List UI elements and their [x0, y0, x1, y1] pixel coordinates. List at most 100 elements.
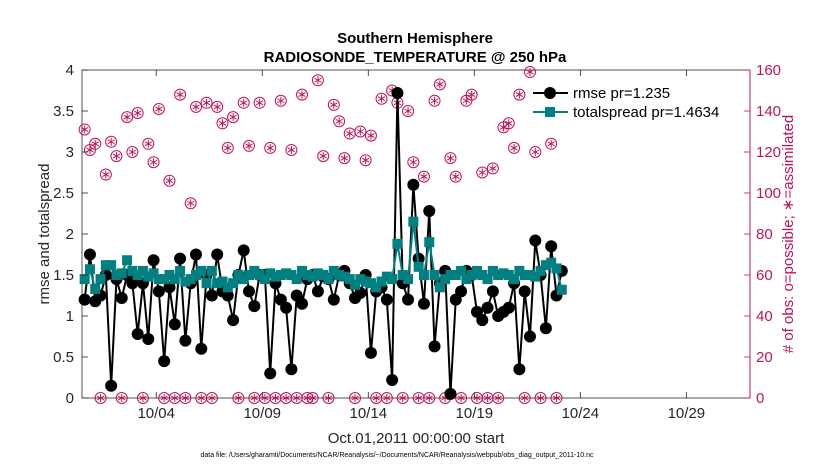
obs-assimilated-point — [155, 104, 163, 113]
obs-possible-point — [200, 96, 213, 109]
obs-assimilated-point — [446, 154, 455, 163]
obs-possible-point — [142, 137, 155, 150]
obs-assimilated-point — [171, 394, 179, 402]
rmse-point — [211, 248, 224, 261]
obs-possible-point — [221, 141, 234, 154]
obs-assimilated-point — [208, 394, 216, 402]
obs-assimilated-point — [112, 152, 121, 161]
obs-assimilated-point — [404, 107, 412, 115]
obs-assimilated-point — [526, 68, 534, 77]
rmse-point — [481, 301, 494, 314]
obs-assimilated-point — [255, 98, 264, 107]
obs-possible-point — [327, 98, 340, 111]
obs-possible-point — [545, 137, 558, 150]
totalspread-point — [201, 278, 212, 289]
obs-assimilated-point — [186, 199, 195, 208]
totalspread-point — [418, 270, 429, 280]
obs-possible-point — [136, 392, 149, 404]
totalspread-point — [228, 278, 239, 289]
x-axis-label: Oct.01,2011 00:00:00 start — [328, 430, 505, 447]
rmse-point — [518, 285, 531, 298]
totalspread-point — [403, 274, 414, 285]
totalspread-point — [456, 265, 467, 276]
totalspread-point — [275, 270, 286, 280]
obs-assimilated-point — [409, 158, 418, 167]
totalspread-point — [281, 268, 292, 279]
rmse-point — [227, 314, 240, 327]
obs-assimilated-point — [467, 90, 476, 99]
totalspread-point — [424, 237, 435, 248]
obs-possible-point — [94, 392, 107, 404]
totalspread-point — [371, 282, 382, 293]
totalspread-point — [392, 238, 403, 249]
rmse-point — [78, 293, 91, 306]
totalspread-point — [493, 270, 504, 280]
obs-possible-point — [333, 115, 346, 128]
rmse-point — [380, 293, 393, 306]
rmse-point — [417, 297, 430, 310]
legend-spread-marker — [545, 107, 555, 117]
y-tick-label-right: 40 — [756, 308, 773, 325]
obs-possible-point — [396, 392, 409, 404]
legend: rmse pr=1.235 totalspread pr=1.4634 — [527, 78, 739, 125]
totalspread-point — [477, 270, 488, 280]
rmse-point — [386, 373, 399, 386]
obs-possible-point — [513, 88, 526, 101]
obs-assimilated-point — [282, 394, 290, 402]
obs-assimilated-point — [123, 113, 131, 122]
chart-subtitle: RADIOSONDE_TEMPERATURE @ 250 hPa — [264, 49, 567, 66]
obs-assimilated-point — [319, 152, 327, 161]
rmse-point — [158, 355, 171, 368]
obs-possible-point — [147, 156, 160, 169]
totalspread-point — [323, 274, 334, 285]
y-axis-label-right: # of obs: o=possible; ∗=assimilated — [780, 115, 797, 354]
totalspread-point — [111, 270, 122, 280]
obs-assimilated-point — [361, 156, 370, 165]
rmse-point — [545, 240, 558, 253]
obs-assimilated-point — [277, 96, 285, 105]
totalspread-point — [408, 216, 419, 227]
totalspread-point — [339, 271, 350, 282]
obs-assimilated-point — [531, 148, 539, 156]
obs-possible-point — [465, 88, 478, 101]
rmse-point — [476, 314, 489, 327]
totalspread-point — [334, 270, 345, 280]
obs-assimilated-point — [213, 102, 221, 111]
rmse-point — [327, 293, 340, 306]
obs-assimilated-point — [118, 394, 126, 402]
obs-assimilated-point — [499, 123, 508, 132]
obs-assimilated-point — [133, 109, 142, 118]
obs-possible-point — [380, 392, 393, 404]
totalspread-point — [90, 283, 101, 294]
x-tick-label: 10/14 — [350, 405, 388, 422]
obs-assimilated-point — [86, 145, 94, 154]
obs-possible-point — [338, 152, 351, 165]
obs-assimilated-point — [80, 125, 89, 134]
obs-assimilated-point — [202, 98, 211, 107]
obs-possible-point — [375, 92, 388, 105]
obs-assimilated-point — [139, 394, 147, 402]
totalspread-point — [249, 265, 260, 276]
obs-possible-point — [184, 197, 197, 210]
obs-assimilated-point — [520, 394, 529, 402]
rmse-point — [147, 254, 160, 267]
rmse-point — [248, 300, 261, 313]
obs-assimilated-point — [399, 394, 407, 402]
totalspread-point — [180, 276, 191, 287]
totalspread-point — [212, 278, 223, 289]
obs-possible-point — [407, 156, 420, 169]
rmse-point — [513, 363, 526, 376]
totalspread-point — [540, 260, 551, 271]
rmse-point — [142, 332, 155, 345]
obs-assimilated-point — [176, 90, 184, 99]
obs-possible-point — [115, 392, 128, 404]
obs-assimilated-point — [377, 94, 386, 103]
obs-possible-point — [523, 66, 536, 79]
rmse-point — [105, 379, 118, 392]
totalspread-point — [238, 274, 249, 285]
totalspread-point — [429, 270, 440, 280]
totalspread-point — [350, 279, 361, 290]
rmse-point — [205, 289, 218, 302]
rmse-point — [285, 363, 298, 376]
obs-possible-point — [311, 74, 324, 87]
